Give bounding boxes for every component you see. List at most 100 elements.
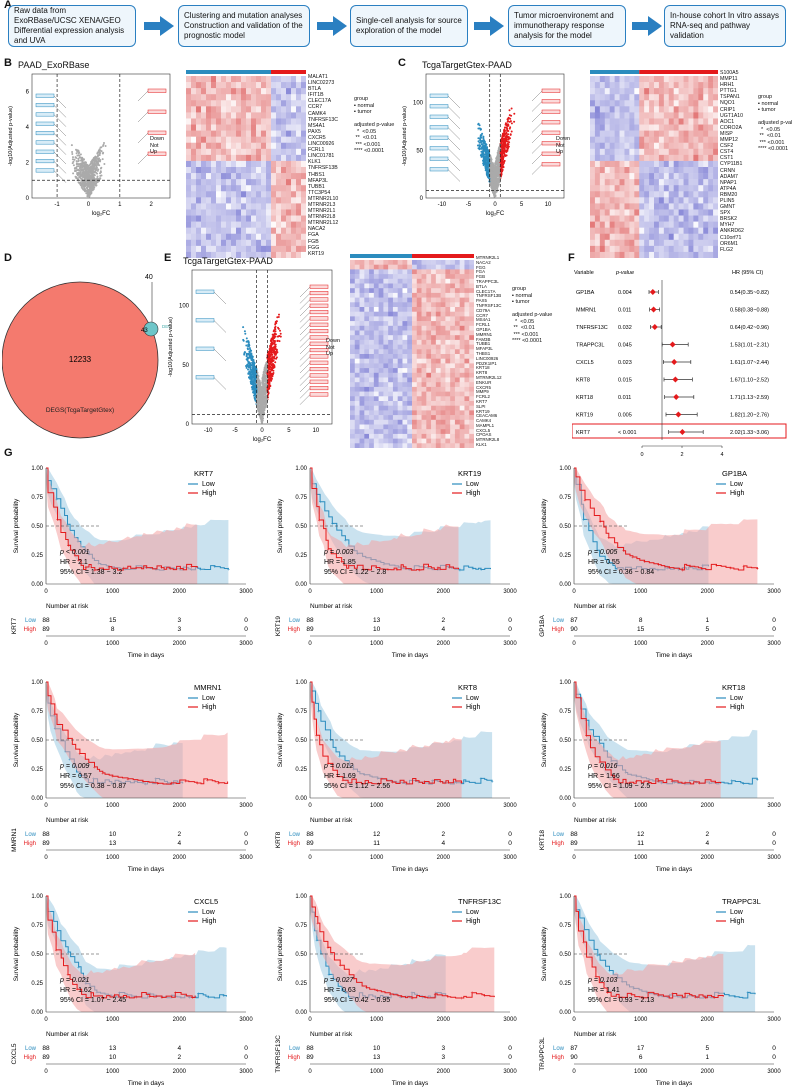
heat-cell <box>236 76 241 82</box>
heat-cell <box>211 203 216 209</box>
heat-cell <box>600 149 605 155</box>
heat-cell <box>271 100 276 106</box>
heat-cell <box>600 131 605 137</box>
heat-cell <box>654 216 659 222</box>
heat-cell <box>620 222 625 228</box>
heat-cell <box>649 167 654 173</box>
flow-arrow-icon <box>333 16 347 36</box>
heat-cell <box>698 118 703 124</box>
heat-cell <box>191 240 196 246</box>
heat-cell <box>291 185 296 191</box>
heat-cell <box>261 234 266 240</box>
volcano-point <box>102 152 104 154</box>
volcano-point <box>88 194 90 196</box>
heat-cell <box>201 88 206 94</box>
gene-label-leader <box>448 170 460 182</box>
heat-cell <box>605 216 610 222</box>
heat-cell <box>291 131 296 137</box>
volcano-point <box>97 154 99 156</box>
heat-cell <box>296 88 301 94</box>
heat-cell <box>669 209 674 215</box>
heat-cell <box>634 222 639 228</box>
volcano-point <box>501 153 503 155</box>
heat-cell <box>624 216 629 222</box>
heat-cell <box>191 216 196 222</box>
heat-cell <box>698 252 703 258</box>
heat-cell <box>703 125 708 131</box>
heat-cell <box>271 185 276 191</box>
heat-cell <box>684 94 689 100</box>
volcano-point <box>279 340 281 342</box>
heat-cell <box>241 246 246 252</box>
heat-cell <box>703 216 708 222</box>
heat-cell <box>629 161 634 167</box>
heat-cell <box>291 143 296 149</box>
heat-cell <box>590 82 595 88</box>
heat-cell <box>679 246 684 252</box>
heat-cell <box>256 185 261 191</box>
heat-cell <box>590 161 595 167</box>
heat-cell <box>708 125 713 131</box>
heat-cell <box>231 112 236 118</box>
heat-cell <box>281 167 286 173</box>
heat-cell <box>246 228 251 234</box>
heat-cell <box>664 137 669 143</box>
heat-cell <box>693 112 698 118</box>
heat-cell <box>713 234 718 240</box>
heat-cell <box>624 106 629 112</box>
heat-cell <box>703 106 708 112</box>
volcano-point <box>74 167 76 169</box>
heat-cell <box>664 228 669 234</box>
heat-cell <box>186 94 191 100</box>
heat-cell <box>595 125 600 131</box>
heat-cell <box>693 88 698 94</box>
volcano-point <box>86 173 88 175</box>
flow-arrow-icon <box>160 16 174 36</box>
volcano-point <box>496 158 498 160</box>
heat-cell <box>291 246 296 252</box>
heat-cell <box>271 191 276 197</box>
heat-cell <box>669 100 674 106</box>
heat-cell <box>600 179 605 185</box>
volcano-point <box>250 382 252 384</box>
y-axis-label: -log10(Adjusted p-value) <box>8 106 14 166</box>
heat-cell <box>590 246 595 252</box>
volcano-point <box>490 167 492 169</box>
heat-cell <box>703 143 708 149</box>
heat-cell <box>708 155 713 161</box>
heat-cell <box>261 191 266 197</box>
heat-cell <box>679 106 684 112</box>
heat-cell <box>256 125 261 131</box>
heat-cell <box>241 197 246 203</box>
heat-cell <box>620 209 625 215</box>
heat-cell <box>669 203 674 209</box>
heat-cell <box>246 88 251 94</box>
heat-cell <box>236 209 241 215</box>
heat-cell <box>241 100 246 106</box>
heat-cell <box>605 94 610 100</box>
heat-cell <box>186 185 191 191</box>
heat-cell <box>639 222 644 228</box>
heat-cell <box>251 209 256 215</box>
heat-cell <box>629 125 634 131</box>
heat-cell <box>639 149 644 155</box>
heat-cell <box>605 88 610 94</box>
heat-cell <box>201 106 206 112</box>
heat-cell <box>674 149 679 155</box>
heat-cell <box>231 209 236 215</box>
heat-cell <box>698 222 703 228</box>
heat-cell <box>698 246 703 252</box>
heat-cell <box>664 88 669 94</box>
heat-cell <box>600 76 605 82</box>
y-axis-label: -log10(Adjusted p-value) <box>402 106 408 166</box>
heat-cell <box>620 252 625 258</box>
heat-cell <box>286 185 291 191</box>
heat-cell <box>251 88 256 94</box>
gene-label-box <box>430 105 448 109</box>
heat-cell <box>659 228 664 234</box>
volcano-point <box>81 178 83 180</box>
heat-cell <box>216 240 221 246</box>
heat-cell <box>664 203 669 209</box>
heat-cell <box>241 88 246 94</box>
heat-cell <box>703 155 708 161</box>
